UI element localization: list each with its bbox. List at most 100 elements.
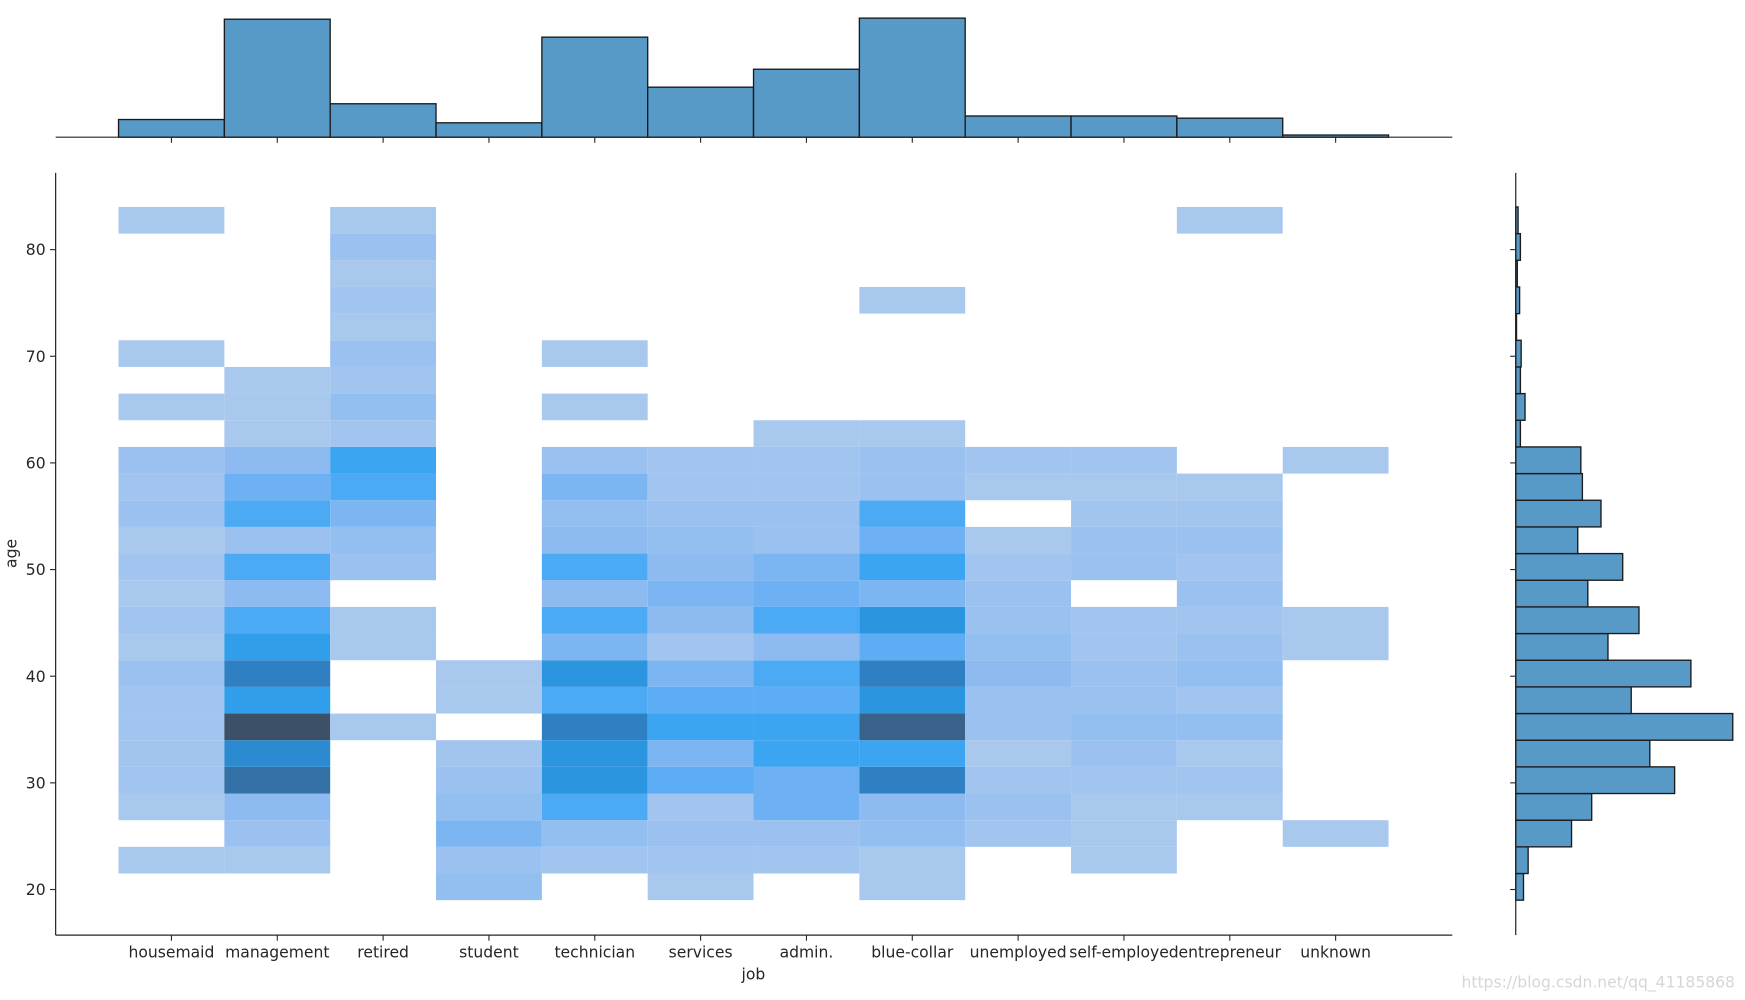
heatmap-cell xyxy=(753,500,860,527)
right-hist-bar xyxy=(1515,712,1734,741)
heatmap-cell xyxy=(330,340,437,367)
right-marginal-histogram xyxy=(1515,206,1734,901)
heatmap-cell xyxy=(224,473,331,501)
heatmap-cell xyxy=(859,660,966,687)
heatmap-cell xyxy=(1176,793,1283,821)
heatmap-cell xyxy=(436,686,542,714)
heatmap-cell xyxy=(436,740,542,767)
heatmap-cell xyxy=(859,446,966,474)
heatmap-cell xyxy=(1176,606,1283,634)
heatmap-cell xyxy=(1071,820,1177,847)
heatmap-cell xyxy=(753,713,860,741)
heatmap-cell xyxy=(1176,686,1283,714)
top-hist-bar xyxy=(1070,115,1178,138)
heatmap-cell xyxy=(224,686,331,714)
heatmap-cell xyxy=(224,820,331,847)
heatmap-cell xyxy=(647,660,754,687)
heatmap-cell xyxy=(859,473,966,501)
heatmap-cell xyxy=(753,660,860,687)
heatmap-cell xyxy=(224,633,331,661)
heatmap-cell xyxy=(1071,446,1177,474)
heatmap-cell xyxy=(541,660,648,687)
heatmap-cell xyxy=(224,446,331,474)
heatmap-cell xyxy=(330,286,437,314)
heatmap-cell xyxy=(965,446,1072,474)
heatmap-cell xyxy=(647,473,754,501)
heatmap-cell xyxy=(647,446,754,474)
heatmap-cell xyxy=(965,660,1072,687)
heatmap-cell xyxy=(647,873,754,901)
heatmap-cell xyxy=(118,553,225,581)
heatmap-cell xyxy=(753,766,860,794)
heatmap-cell xyxy=(118,793,225,821)
heatmap-cell xyxy=(330,446,437,474)
heatmap-cell xyxy=(118,206,225,234)
heatmap-cell xyxy=(224,366,331,394)
heatmap-cell xyxy=(118,473,225,501)
heatmap-cell xyxy=(753,526,860,554)
heatmap-cell xyxy=(118,740,225,767)
heatmap-cell xyxy=(647,713,754,741)
heatmap-cell xyxy=(436,766,542,794)
y-tick-label: 20 xyxy=(26,881,46,899)
heatmap-cell xyxy=(859,633,966,661)
heatmap-cell xyxy=(1071,793,1177,821)
heatmap-cell xyxy=(541,446,648,474)
heatmap-cell xyxy=(753,686,860,714)
top-hist-bar xyxy=(117,118,226,138)
heatmap-cell xyxy=(859,553,966,581)
heatmap-cell xyxy=(1071,473,1177,501)
heatmap-cell xyxy=(1176,473,1283,501)
heatmap-cell xyxy=(330,206,437,234)
heatmap-cell xyxy=(436,820,542,847)
heatmap-cell xyxy=(1176,660,1283,687)
heatmap-cell xyxy=(1071,606,1177,634)
heatmap-cell xyxy=(647,740,754,767)
right-hist-bar xyxy=(1515,872,1525,901)
heatmap-cell xyxy=(224,660,331,687)
heatmap-cell xyxy=(1071,526,1177,554)
heatmap-cell xyxy=(753,446,860,474)
heatmap-cell xyxy=(330,473,437,501)
heatmap-cell xyxy=(330,526,437,554)
heatmap-cell xyxy=(224,580,331,607)
x-tick-label: blue-collar xyxy=(871,943,954,961)
top-marginal-histogram xyxy=(117,17,1390,138)
heatmap-cell xyxy=(436,793,542,821)
x-tick-label: admin. xyxy=(780,943,834,961)
heatmap-cell xyxy=(753,820,860,847)
heatmap-cell xyxy=(1282,446,1389,474)
y-tick-label: 40 xyxy=(26,668,46,686)
heatmap-cell xyxy=(436,660,542,687)
heatmap-cell xyxy=(541,713,648,741)
heatmap-cell xyxy=(436,873,542,901)
heatmap-cell xyxy=(647,500,754,527)
heatmap-cell xyxy=(859,873,966,901)
heatmap-cell xyxy=(224,766,331,794)
heatmap-cell xyxy=(647,553,754,581)
heatmap-cell xyxy=(118,446,225,474)
heatmap-cell xyxy=(541,553,648,581)
heatmap-cell xyxy=(1176,580,1283,607)
x-ticks: housemaid management retired student technic… xyxy=(128,137,1371,961)
x-tick-label: retired xyxy=(357,943,409,961)
right-hist-bar xyxy=(1515,339,1522,368)
right-hist-bar xyxy=(1515,819,1573,848)
right-hist-bar xyxy=(1515,579,1589,608)
right-hist-bar xyxy=(1515,446,1582,475)
watermark: https://blog.csdn.net/qq_41185868 xyxy=(1461,973,1735,992)
x-tick-label: unemployed xyxy=(970,943,1067,961)
heatmap-cell xyxy=(1071,500,1177,527)
heatmap-cell xyxy=(224,793,331,821)
heatmap-cell xyxy=(1282,606,1389,634)
top-hist-bar xyxy=(541,36,649,138)
heatmap-cell xyxy=(541,846,648,874)
y-ticks: 20 30 40 50 60 70 80 xyxy=(26,241,1516,899)
heatmap-cell xyxy=(859,286,966,314)
right-hist-bar xyxy=(1515,552,1624,581)
heatmap-cell xyxy=(1176,713,1283,741)
heatmap-cell xyxy=(647,526,754,554)
x-tick-label: entrepreneur xyxy=(1179,943,1282,961)
heatmap-cell xyxy=(330,420,437,447)
heatmap-cell xyxy=(118,606,225,634)
